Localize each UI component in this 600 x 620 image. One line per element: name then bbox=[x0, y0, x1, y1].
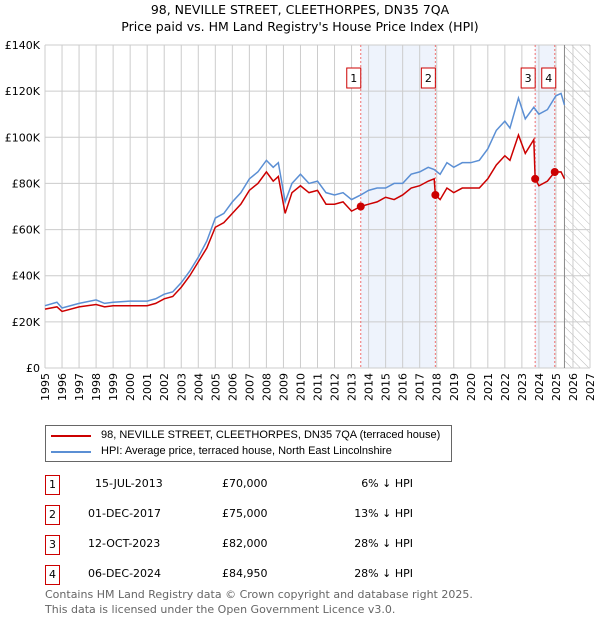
chart-subtitle: Price paid vs. HM Land Registry's House … bbox=[121, 19, 479, 34]
x-tick-label: 2019 bbox=[448, 373, 461, 401]
sale-row: 2 01-DEC-2017 £75,000 13% ↓ HPI bbox=[45, 505, 425, 525]
sale-hpi-diff: 6% ↓ HPI bbox=[361, 477, 413, 490]
y-tick-label: £20K bbox=[12, 316, 41, 329]
forecast-hatch bbox=[564, 45, 590, 368]
sale-hpi-diff: 28% ↓ HPI bbox=[354, 567, 413, 580]
x-tick-label: 2017 bbox=[414, 373, 427, 401]
y-tick-label: £0 bbox=[26, 362, 40, 375]
y-tick-label: £120K bbox=[5, 85, 41, 98]
shaded-range bbox=[535, 45, 555, 368]
plot-area: 1995 1996 1997 1998 1999 2000 2001 2002 2003 2004… bbox=[5, 39, 597, 401]
legend-red-line bbox=[51, 434, 91, 437]
sale-label-box bbox=[346, 67, 362, 89]
y-tick-label: £40K bbox=[12, 270, 41, 283]
x-tick-label: 2018 bbox=[431, 373, 444, 401]
x-tick-label: 2020 bbox=[465, 373, 478, 401]
x-tick-label: 2009 bbox=[277, 373, 290, 401]
x-tick-label: 2011 bbox=[312, 373, 325, 401]
x-tick-label: 1999 bbox=[107, 373, 120, 401]
footer-line1: Contains HM Land Registry data © Crown c… bbox=[45, 588, 473, 601]
x-tick-label: 2014 bbox=[363, 373, 376, 401]
sale-price: £75,000 bbox=[222, 507, 268, 520]
x-tick-label: 1995 bbox=[39, 373, 52, 401]
sale-label: 4 bbox=[545, 72, 552, 85]
sale-date: 15-JUL-2013 bbox=[95, 477, 163, 490]
sale-label-box bbox=[541, 67, 557, 89]
sale-hpi-diff: 13% ↓ HPI bbox=[354, 507, 413, 520]
x-tick-label: 2010 bbox=[294, 373, 307, 401]
x-tick-label: 2001 bbox=[141, 373, 154, 401]
x-tick-label: 2008 bbox=[260, 373, 273, 401]
y-tick-label: £60K bbox=[12, 224, 41, 237]
sale-point bbox=[431, 190, 440, 199]
sale-date: 01-DEC-2017 bbox=[88, 507, 162, 520]
sale-label: 1 bbox=[350, 72, 357, 85]
x-tick-label: 1998 bbox=[90, 373, 103, 401]
sale-number: 2 bbox=[45, 505, 60, 525]
x-tick-label: 2015 bbox=[380, 373, 393, 401]
property-line bbox=[44, 132, 566, 313]
sale-date: 12-OCT-2023 bbox=[88, 537, 161, 550]
x-tick-label: 2002 bbox=[158, 373, 171, 401]
y-tick-label: £80K bbox=[12, 177, 41, 190]
x-tick-label: 2021 bbox=[482, 373, 495, 401]
x-tick-label: 2012 bbox=[329, 373, 342, 401]
chart-title: 98, NEVILLE STREET, CLEETHORPES, DN35 7Q… bbox=[150, 2, 450, 17]
x-tick-label: 2007 bbox=[243, 373, 256, 401]
legend-property: 98, NEVILLE STREET, CLEETHORPES, DN35 7Q… bbox=[101, 429, 441, 441]
sale-row: 4 06-DEC-2024 £84,950 28% ↓ HPI bbox=[45, 565, 425, 585]
x-tick-label: 2016 bbox=[397, 373, 410, 401]
sale-point bbox=[356, 202, 365, 211]
sale-price: £84,950 bbox=[222, 567, 268, 580]
sale-label: 2 bbox=[425, 72, 432, 85]
shaded-range bbox=[360, 45, 436, 368]
sale-label: 3 bbox=[525, 72, 532, 85]
x-tick-label: 2023 bbox=[516, 373, 529, 401]
legend-blue-line bbox=[51, 450, 91, 453]
x-tick-label: 2005 bbox=[209, 373, 222, 401]
y-tick-label: £100K bbox=[5, 131, 41, 144]
x-tick-label: 2025 bbox=[550, 373, 563, 401]
x-tick-label: 2013 bbox=[346, 373, 359, 401]
x-tick-label: 1997 bbox=[73, 373, 86, 401]
x-tick-label: 2006 bbox=[226, 373, 239, 401]
sale-number: 1 bbox=[45, 475, 60, 495]
x-tick-label: 2024 bbox=[533, 373, 546, 401]
sale-hpi-diff: 28% ↓ HPI bbox=[354, 537, 413, 550]
sale-number: 3 bbox=[45, 535, 60, 555]
sale-row: 3 12-OCT-2023 £82,000 28% ↓ HPI bbox=[45, 535, 425, 555]
y-tick-label: £140K bbox=[5, 39, 41, 52]
x-tick-label: 1996 bbox=[56, 373, 69, 401]
sale-label-box bbox=[420, 67, 436, 89]
x-tick-label: 2026 bbox=[567, 373, 580, 401]
legend-hpi: HPI: Average price, terraced house, Nort… bbox=[101, 445, 392, 457]
x-tick-label: 2003 bbox=[175, 373, 188, 401]
x-tick-label: 2000 bbox=[124, 373, 137, 401]
sale-point bbox=[550, 168, 559, 177]
sale-row: 1 15-JUL-2013 £70,000 6% ↓ HPI bbox=[45, 475, 425, 495]
sale-date: 06-DEC-2024 bbox=[88, 567, 162, 580]
x-tick-label: 2004 bbox=[192, 373, 205, 401]
footer-line2: This data is licensed under the Open Gov… bbox=[45, 603, 396, 616]
sale-point bbox=[531, 174, 540, 183]
x-tick-label: 2022 bbox=[499, 373, 512, 401]
sale-price: £70,000 bbox=[222, 477, 268, 490]
legend: 98, NEVILLE STREET, CLEETHORPES, DN35 7Q… bbox=[45, 425, 452, 462]
sale-price: £82,000 bbox=[222, 537, 268, 550]
sale-number: 4 bbox=[45, 565, 60, 585]
x-tick-label: 2027 bbox=[584, 373, 597, 401]
sale-label-box bbox=[520, 67, 536, 89]
hpi-line bbox=[44, 92, 566, 309]
